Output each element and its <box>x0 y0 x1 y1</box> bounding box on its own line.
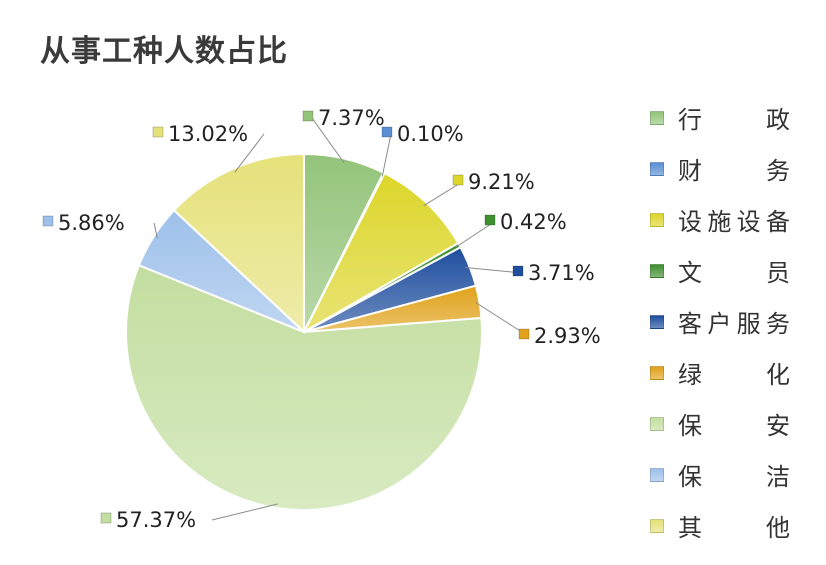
slice-label-3: 9.21% <box>468 170 535 194</box>
label-marker-3 <box>452 174 464 186</box>
slice-label-1: 7.37% <box>318 106 385 130</box>
legend-swatch <box>650 161 664 176</box>
legend-swatch <box>650 263 664 278</box>
legend-item-5: 客户服务 <box>650 296 790 347</box>
legend-label: 其他 <box>678 514 790 542</box>
slice-label-8: 5.86% <box>58 211 125 235</box>
legend-swatch <box>650 212 664 227</box>
label-marker-2 <box>381 126 393 138</box>
legend-item-1: 行政 <box>650 92 790 143</box>
slice-label-6: 2.93% <box>534 324 601 348</box>
slice-label-9: 13.02% <box>168 122 248 146</box>
label-marker-5 <box>512 265 524 277</box>
label-marker-6 <box>518 328 530 340</box>
leader-line-4 <box>455 221 495 248</box>
legend-item-8: 保洁 <box>650 449 790 500</box>
legend-item-4: 文员 <box>650 245 790 296</box>
leader-line-1 <box>311 117 345 163</box>
legend-swatch <box>650 365 664 380</box>
legend-item-2: 财务 <box>650 143 790 194</box>
legend-item-6: 绿化 <box>650 347 790 398</box>
legend-label: 绿化 <box>678 361 790 389</box>
legend-swatch <box>650 518 664 533</box>
slice-label-5: 3.71% <box>528 261 595 285</box>
leader-line-2 <box>381 133 392 177</box>
legend-swatch <box>650 314 664 329</box>
legend: 行政财务设施设备文员客户服务绿化保安保洁其他 <box>650 92 790 551</box>
label-marker-7 <box>100 512 112 524</box>
leader-line-5 <box>465 267 523 274</box>
slice-label-4: 0.42% <box>500 210 567 234</box>
pie-slice-7 <box>125 263 483 511</box>
legend-swatch <box>650 467 664 482</box>
legend-item-3: 设施设备 <box>650 194 790 245</box>
leader-line-8 <box>153 222 158 239</box>
legend-label: 保洁 <box>678 463 790 491</box>
pie-slice-9 <box>172 152 305 335</box>
label-marker-8 <box>42 215 54 227</box>
chart-title: 从事工种人数占比 <box>40 34 288 69</box>
legend-swatch <box>650 110 664 125</box>
legend-label: 客户服务 <box>678 310 790 338</box>
leader-line-3 <box>423 181 463 207</box>
leader-line-7 <box>211 503 278 521</box>
slice-label-7: 57.37% <box>116 508 196 532</box>
label-marker-4 <box>484 214 496 226</box>
pie-slice-3 <box>301 171 460 335</box>
legend-label: 文员 <box>678 259 790 287</box>
legend-item-7: 保安 <box>650 398 790 449</box>
legend-swatch <box>650 416 664 431</box>
legend-item-9: 其他 <box>650 500 790 551</box>
legend-label: 行政 <box>678 106 790 134</box>
label-marker-9 <box>152 126 164 138</box>
leader-line-9 <box>234 133 265 173</box>
legend-label: 保安 <box>678 412 790 440</box>
legend-label: 设施设备 <box>678 208 790 236</box>
legend-label: 财务 <box>678 157 790 185</box>
label-marker-1 <box>302 110 314 122</box>
slice-label-2: 0.10% <box>397 122 464 146</box>
